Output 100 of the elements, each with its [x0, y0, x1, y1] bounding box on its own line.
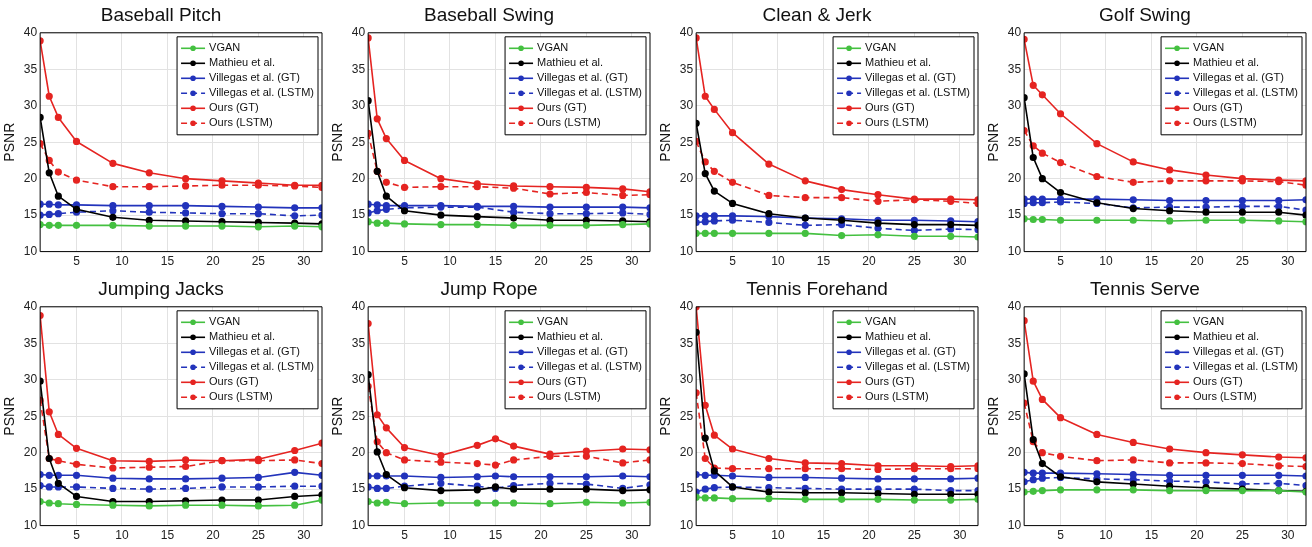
x-tick-label: 15: [1144, 254, 1159, 269]
x-tick-label: 5: [73, 528, 81, 543]
legend-label: Mathieu et al.: [865, 56, 932, 69]
y-tick-label: 25: [1007, 408, 1022, 423]
y-tick-label: 15: [679, 207, 694, 222]
legend-label: Ours (GT): [1193, 375, 1243, 388]
y-tick-label: 30: [1007, 98, 1022, 113]
y-tick-label: 20: [351, 444, 366, 459]
x-tick-label: 25: [579, 528, 594, 543]
y-tick-label: 35: [351, 335, 366, 350]
legend-label: VGAN: [1193, 41, 1225, 54]
y-axis-title: PSNR: [657, 122, 674, 162]
legend-label: Villegas et al. (GT): [1193, 345, 1284, 358]
y-tick-label: 25: [351, 408, 366, 423]
y-tick-label: 25: [23, 408, 38, 423]
x-tick-label: 25: [1235, 254, 1250, 269]
x-tick-label: 20: [534, 254, 548, 269]
legend-label: Villegas et al. (GT): [537, 71, 628, 84]
y-axis-title: PSNR: [985, 396, 1002, 436]
x-tick-label: 5: [401, 254, 409, 269]
legend-label: Ours (GT): [209, 101, 259, 114]
chart-title: Tennis Serve: [1090, 277, 1200, 299]
y-tick-label: 40: [1007, 25, 1022, 40]
x-tick-label: 10: [771, 254, 785, 269]
x-tick-label: 5: [1057, 254, 1065, 269]
y-axis-title: PSNR: [657, 396, 674, 436]
y-tick-label: 35: [679, 335, 694, 350]
y-tick-label: 15: [1007, 207, 1022, 222]
y-tick-label: 25: [679, 134, 694, 149]
legend-label: Villegas et al. (LSTM): [865, 360, 971, 373]
x-tick-label: 20: [1190, 254, 1204, 269]
x-tick-label: 30: [1281, 254, 1295, 269]
x-tick-label: 5: [1057, 528, 1065, 543]
y-tick-label: 35: [23, 335, 38, 350]
legend-label: Mathieu et al.: [1193, 56, 1260, 69]
legend-label: Villegas et al. (LSTM): [537, 360, 643, 373]
x-tick-label: 25: [907, 254, 922, 269]
legend-label: Villegas et al. (LSTM): [537, 86, 643, 99]
y-tick-label: 40: [23, 25, 38, 40]
legend-label: Mathieu et al.: [209, 330, 276, 343]
x-tick-label: 10: [443, 528, 457, 543]
legend-label: Ours (GT): [865, 375, 915, 388]
legend-label: Mathieu et al.: [209, 56, 276, 69]
y-tick-label: 40: [679, 299, 694, 314]
y-tick-label: 25: [23, 134, 38, 149]
x-tick-label: 30: [953, 528, 967, 543]
y-tick-label: 40: [1007, 299, 1022, 314]
chart-title: Tennis Forehand: [746, 277, 888, 299]
legend-label: Villegas et al. (GT): [865, 345, 956, 358]
y-tick-label: 15: [351, 481, 366, 496]
x-tick-label: 30: [953, 254, 967, 269]
chart-title: Jump Rope: [440, 277, 538, 299]
y-tick-label: 20: [679, 170, 694, 185]
y-tick-label: 15: [23, 481, 38, 496]
legend-label: Ours (GT): [1193, 101, 1243, 114]
y-tick-label: 15: [23, 207, 38, 222]
chart-title: Golf Swing: [1099, 3, 1191, 25]
x-tick-label: 30: [1281, 528, 1295, 543]
x-tick-label: 15: [1144, 528, 1159, 543]
y-tick-label: 35: [23, 61, 38, 76]
y-tick-label: 15: [1007, 481, 1022, 496]
y-tick-label: 30: [23, 372, 38, 387]
y-tick-label: 35: [1007, 61, 1022, 76]
x-tick-label: 25: [251, 254, 266, 269]
legend-label: VGAN: [537, 41, 569, 54]
x-tick-label: 15: [488, 528, 503, 543]
x-tick-label: 20: [1190, 528, 1204, 543]
x-tick-label: 20: [534, 528, 548, 543]
legend-label: Ours (GT): [537, 375, 587, 388]
y-tick-label: 20: [1007, 444, 1022, 459]
x-tick-label: 10: [115, 528, 129, 543]
x-tick-label: 15: [816, 528, 831, 543]
legend-label: Villegas et al. (LSTM): [209, 86, 315, 99]
y-tick-label: 30: [351, 372, 366, 387]
legend-label: Villegas et al. (GT): [209, 345, 300, 358]
y-tick-label: 10: [351, 243, 366, 258]
y-tick-label: 15: [679, 481, 694, 496]
x-tick-label: 15: [816, 254, 831, 269]
y-tick-label: 10: [679, 243, 694, 258]
x-tick-label: 30: [297, 528, 311, 543]
legend-label: Mathieu et al.: [537, 330, 604, 343]
y-tick-label: 20: [23, 170, 38, 185]
x-tick-label: 5: [73, 254, 81, 269]
x-tick-label: 15: [160, 254, 175, 269]
x-tick-label: 10: [443, 254, 457, 269]
legend-label: Ours (LSTM): [537, 116, 601, 129]
x-tick-label: 20: [862, 528, 876, 543]
legend-label: Mathieu et al.: [537, 56, 604, 69]
legend-label: Villegas et al. (GT): [537, 345, 628, 358]
y-tick-label: 15: [351, 207, 366, 222]
y-tick-label: 40: [351, 299, 366, 314]
x-tick-label: 25: [1235, 528, 1250, 543]
legend-label: Ours (GT): [209, 375, 259, 388]
y-tick-label: 10: [1007, 243, 1022, 258]
y-tick-label: 35: [679, 61, 694, 76]
y-tick-label: 25: [351, 134, 366, 149]
legend-label: VGAN: [537, 315, 569, 328]
y-tick-label: 20: [1007, 170, 1022, 185]
y-axis-title: PSNR: [1, 396, 18, 436]
legend-label: Villegas et al. (LSTM): [209, 360, 315, 373]
